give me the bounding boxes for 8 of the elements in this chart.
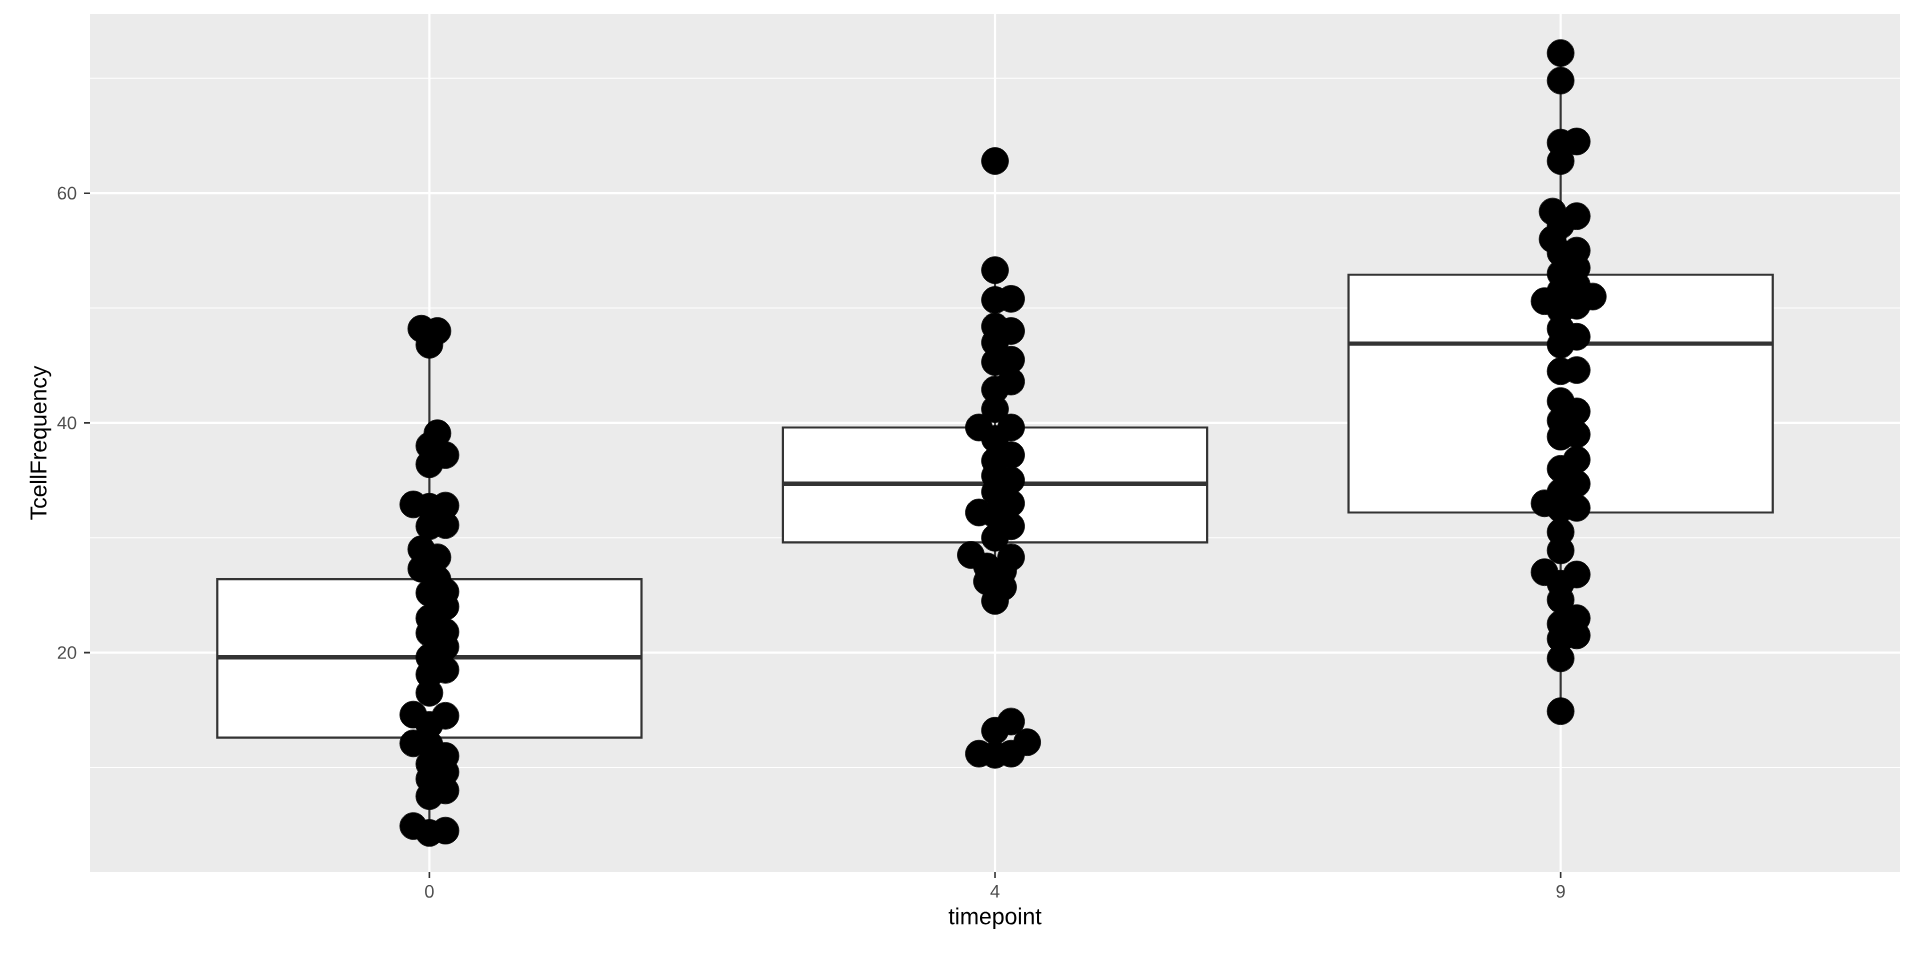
x-tick-label: 0 [425,885,434,898]
x-tick-label: 9 [1556,885,1565,898]
y-tick-label: 60 [57,186,77,200]
y-axis-title: TcellFrequency [29,365,52,520]
x-tick-label: 4 [990,885,1000,898]
y-tick-label: 40 [57,416,77,430]
x-axis-title: timepoint [948,907,1042,929]
y-tick-label: 20 [57,646,77,659]
